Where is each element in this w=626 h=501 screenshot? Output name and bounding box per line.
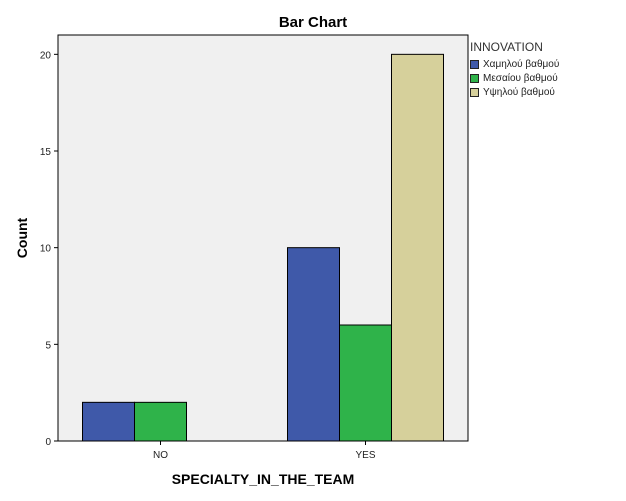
- legend-item-1: Χαμηλού βαθμού: [470, 57, 559, 71]
- bars-layer: [82, 53, 444, 442]
- x-tick-label: YES: [355, 450, 375, 461]
- legend-item-2: Μεσαίου βαθμού: [470, 71, 559, 85]
- y-tick-label: 0: [45, 437, 51, 448]
- bar-no-series-1: [82, 401, 135, 442]
- legend-label: Υψηλού βαθμού: [483, 86, 555, 98]
- legend-swatch: [470, 73, 479, 83]
- legend-swatch: [470, 87, 479, 97]
- legend-title: INNOVATION: [470, 40, 543, 54]
- legend-label: Μεσαίου βαθμού: [483, 72, 558, 84]
- y-tick-label: 5: [45, 340, 51, 351]
- legend-items: Χαμηλού βαθμού Μεσαίου βαθμού Υψηλού βαθμο…: [470, 57, 559, 99]
- legend-label: Χαμηλού βαθμού: [483, 58, 560, 70]
- bar-no-series-2: [134, 401, 187, 442]
- bar-yes-series-1: [287, 247, 340, 442]
- bar-yes-series-3: [391, 53, 444, 442]
- legend: INNOVATION Χαμηλού βαθμού Μεσαίου βαθμού Υ…: [470, 40, 559, 99]
- x-tick-label: NO: [153, 450, 168, 461]
- y-tick-label: 20: [40, 50, 52, 61]
- legend-item-3: Υψηλού βαθμού: [470, 85, 559, 99]
- axes-layer: NO YES 0 5 10 15 20: [40, 50, 376, 461]
- y-tick-label: 10: [40, 244, 52, 255]
- x-axis-title: SPECIALTY_IN_THE_TEAM: [172, 471, 355, 487]
- bar-yes-series-2: [339, 324, 392, 442]
- y-axis-title: Count: [14, 217, 30, 258]
- y-tick-label: 15: [40, 147, 52, 158]
- chart-title: Bar Chart: [279, 14, 347, 31]
- legend-swatch: [470, 59, 479, 69]
